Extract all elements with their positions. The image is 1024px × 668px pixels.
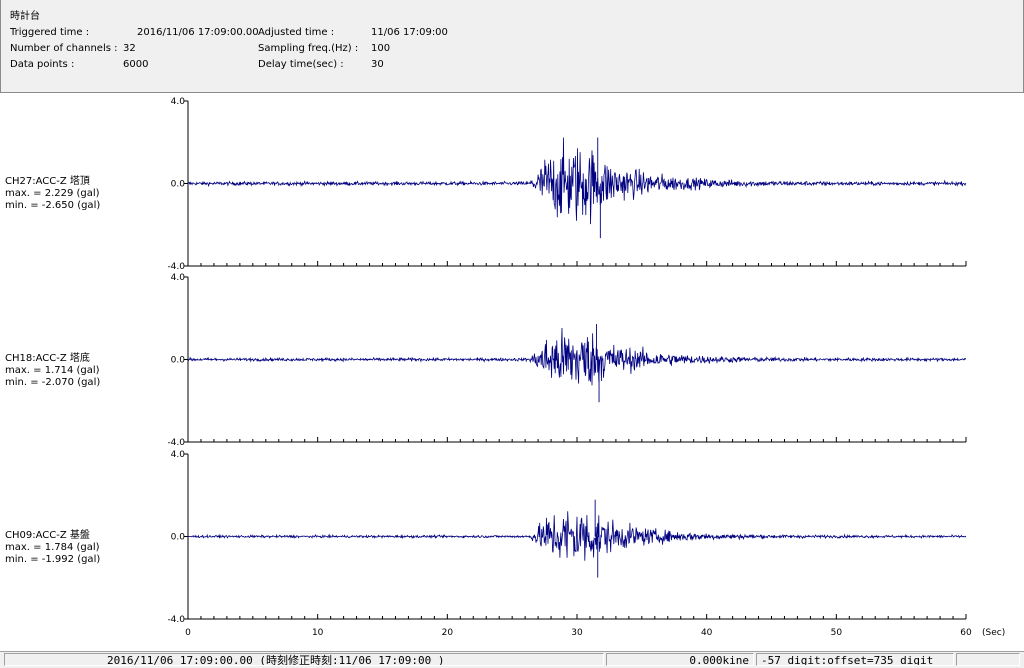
data-points-value: 6000	[123, 59, 149, 70]
channels-value: 32	[123, 43, 136, 54]
channel-2-name: CH18:ACC-Z 塔底	[5, 353, 90, 364]
channel-1-name: CH27:ACC-Z 塔頂	[5, 176, 90, 187]
channel-1-y-tick-label: -4.0	[167, 262, 185, 272]
sampling-freq-label: Sampling freq.(Hz) :	[258, 43, 359, 54]
x-tick-label: 40	[701, 628, 713, 638]
channel-1-min: min. = -2.650 (gal)	[5, 200, 101, 211]
x-tick-label: 0	[185, 628, 191, 638]
channel-2-waveform	[187, 327, 967, 386]
channel-2-label: CH18:ACC-Z 塔底 max. = 1.714 (gal) min. = …	[5, 353, 100, 389]
channel-3-y-tick-label: 0.0	[171, 533, 186, 543]
status-bar: 2016/11/06 17:09:00.00 (時刻修正時刻:11/06 17:…	[0, 651, 1024, 668]
sampling-freq-value: 100	[371, 43, 391, 54]
delay-time-value: 30	[371, 59, 384, 70]
status-velocity: 0.000kine	[606, 653, 754, 666]
channel-3-y-tick-label: 4.0	[171, 450, 186, 460]
triggered-time-label: Triggered time :	[10, 27, 90, 38]
channel-3-y-tick-label: -4.0	[167, 615, 185, 625]
channel-2-min: min. = -2.070 (gal)	[5, 377, 101, 388]
x-tick-label: 30	[571, 628, 583, 638]
channel-2-max: max. = 1.714 (gal)	[5, 365, 100, 376]
adjusted-time-value: 11/06 17:09:00	[371, 27, 448, 38]
x-axis-label: (Sec)	[982, 628, 1005, 638]
delay-time-label: Delay time(sec) :	[258, 59, 344, 70]
channel-3-name: CH09:ACC-Z 基盤	[5, 530, 90, 541]
channel-2-y-tick-label: -4.0	[167, 438, 185, 448]
waveform-plot-area: CH27:ACC-Z 塔頂 max. = 2.229 (gal) min. = …	[0, 94, 1024, 650]
channel-3-min: min. = -1.992 (gal)	[5, 554, 101, 565]
station-name: 時計台	[10, 11, 40, 22]
channel-1-y-tick-label: 0.0	[171, 180, 186, 190]
status-digit: -57 digit:offset=735 digit	[756, 653, 954, 666]
channel-1-max: max. = 2.229 (gal)	[5, 188, 100, 199]
x-tick-label: 10	[312, 628, 324, 638]
channel-3-max: max. = 1.784 (gal)	[5, 542, 100, 553]
adjusted-time-label: Adjusted time :	[258, 27, 335, 38]
channels-label: Number of channels :	[10, 43, 118, 54]
channel-2-y-tick-label: 4.0	[171, 273, 186, 283]
waveform-chart: 4.00.0-4.04.00.0-4.04.00.0-4.00 10 20 30 40 5…	[167, 97, 1005, 638]
triggered-time-value: 2016/11/06 17:09:00.00	[137, 27, 259, 38]
channel-2-y-tick-label: 0.0	[171, 356, 186, 366]
status-time: 2016/11/06 17:09:00.00 (時刻修正時刻:11/06 17:…	[4, 653, 604, 666]
channel-3-waveform	[187, 511, 967, 561]
channel-1-label: CH27:ACC-Z 塔頂 max. = 2.229 (gal) min. = …	[5, 176, 100, 212]
x-tick-label: 60	[960, 628, 972, 638]
channel-1-y-tick-label: 4.0	[171, 97, 186, 107]
channel-1-waveform	[187, 137, 967, 225]
status-extra	[956, 653, 1020, 666]
x-tick-label: 50	[831, 628, 843, 638]
header-panel: 時計台 Triggered time : 2016/11/06 17:09:00…	[0, 0, 1024, 93]
channel-3-label: CH09:ACC-Z 基盤 max. = 1.784 (gal) min. = …	[5, 530, 100, 566]
x-tick-label: 20	[442, 628, 454, 638]
data-points-label: Data points :	[10, 59, 75, 70]
